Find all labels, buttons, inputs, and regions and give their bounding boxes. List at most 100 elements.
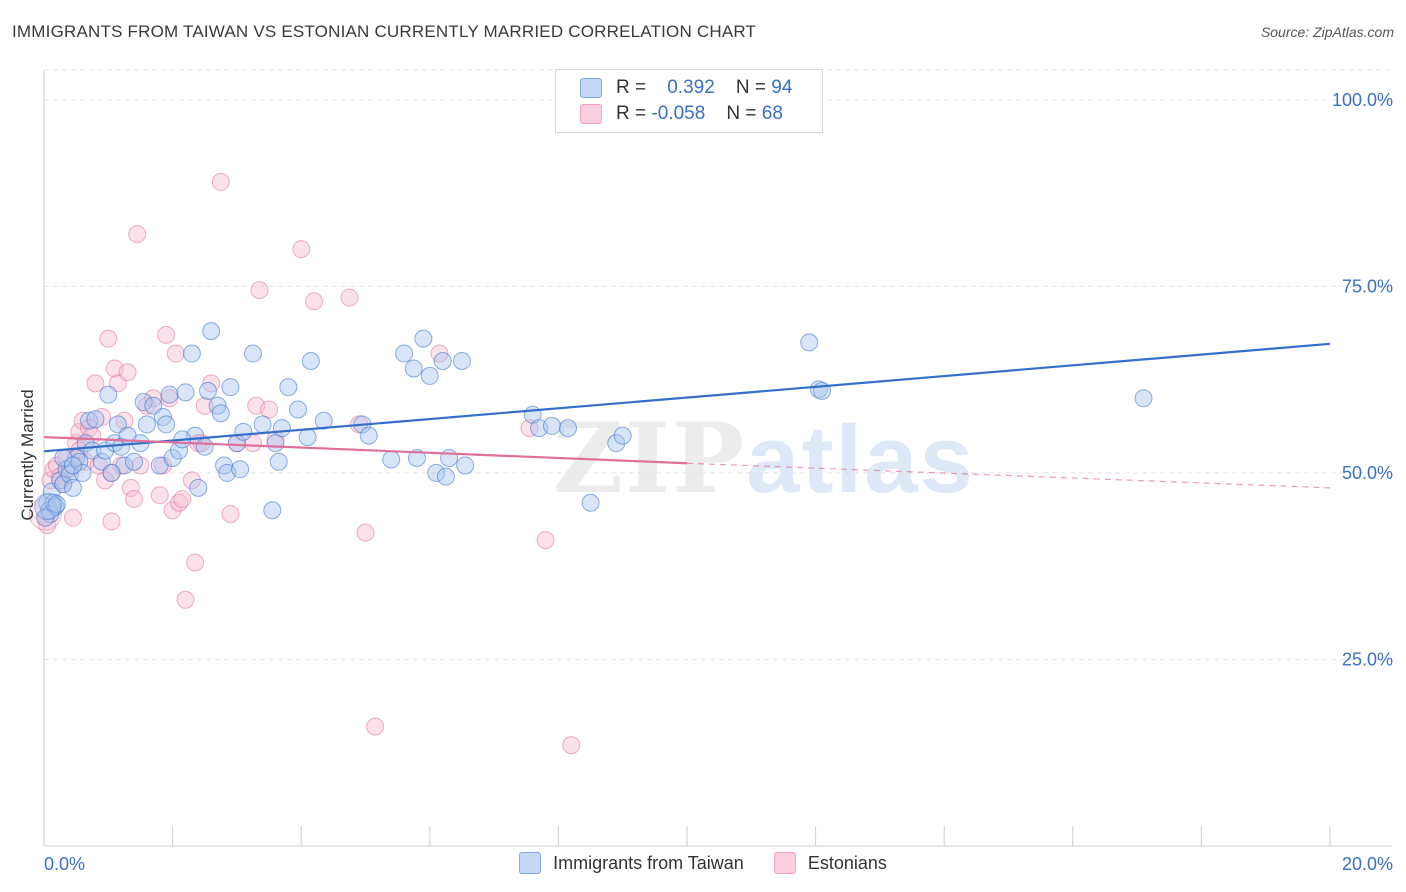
estonians-trend-extension (686, 462, 1331, 489)
taiwan-point (301, 352, 320, 370)
taiwan-point (63, 456, 82, 475)
taiwan-point (34, 493, 62, 520)
estonians-point (121, 478, 140, 497)
taiwan-point (189, 478, 208, 497)
estonians-point (99, 329, 118, 348)
taiwan-points (34, 322, 1153, 527)
y-tick-label: 25.0% (1342, 649, 1393, 669)
taiwan-point (137, 415, 156, 434)
legend-r-value: 0.392 (667, 77, 715, 98)
taiwan-point (47, 495, 66, 514)
taiwan-point (395, 344, 414, 363)
taiwan-point (54, 475, 73, 494)
estonians-point (86, 374, 105, 393)
estonians-point (186, 553, 205, 572)
legend-swatch-estonians (580, 104, 602, 124)
taiwan-point (298, 428, 317, 447)
legend-item-taiwan: Immigrants from Taiwan (519, 852, 744, 874)
estonians-point (340, 288, 359, 307)
estonians-point (305, 292, 324, 311)
taiwan-point (359, 426, 378, 445)
estonians-point (182, 471, 201, 490)
estonians-trend-line (43, 436, 688, 465)
source-attribution: Source: ZipAtlas.com (1260, 24, 1394, 40)
taiwan-point (160, 385, 179, 404)
taiwan-point (407, 449, 426, 467)
taiwan-point (221, 378, 240, 397)
estonians-point (73, 411, 92, 430)
taiwan-point (86, 410, 105, 429)
x-tick-label: 0.0% (44, 854, 85, 874)
y-tick-labels: 25.0% 50.0% 75.0% 100.0% (1332, 90, 1393, 670)
estonians-point (520, 419, 539, 438)
taiwan-point (73, 463, 92, 482)
taiwan-point (420, 366, 439, 385)
taiwan-point (433, 352, 452, 370)
estonians-point (166, 344, 185, 363)
taiwan-point (176, 383, 195, 402)
taiwan-point (404, 359, 423, 378)
estonians-point (125, 490, 144, 509)
taiwan-point (263, 501, 282, 520)
taiwan-point (253, 415, 272, 434)
taiwan-point (63, 478, 82, 497)
estonians-points (28, 172, 581, 755)
estonians-point (176, 590, 195, 609)
taiwan-point (182, 344, 201, 363)
taiwan-point (243, 344, 262, 363)
estonians-point (63, 508, 82, 527)
taiwan-point (452, 352, 471, 370)
legend-swatch-taiwan (580, 78, 602, 98)
estonians-point (356, 523, 375, 542)
axes (43, 70, 1392, 847)
legend-r-value: -0.058 (651, 103, 706, 124)
legend-label-estonians: Estonians (807, 852, 887, 873)
taiwan-point (195, 437, 214, 456)
estonians-point (562, 736, 581, 755)
taiwan-point (157, 415, 176, 434)
estonians-point (157, 325, 176, 344)
taiwan-point (202, 322, 221, 341)
estonians-point (96, 471, 115, 490)
legend-r-label: R = (616, 103, 647, 124)
legend-n-label: N = (726, 103, 757, 124)
taiwan-point (125, 452, 144, 471)
taiwan-point (414, 329, 433, 348)
taiwan-point (211, 404, 230, 423)
taiwan-trend-line (43, 342, 1331, 453)
legend-swatch-taiwan (519, 852, 542, 874)
legend-n-label: N = (735, 77, 767, 98)
estonians-point (195, 396, 214, 415)
legend-swatch-estonians (773, 852, 796, 874)
taiwan-point (112, 437, 131, 456)
taiwan-point (581, 493, 600, 512)
estonians-point (102, 512, 121, 531)
taiwan-point (134, 393, 153, 412)
taiwan-point (288, 400, 307, 419)
series-legend: Immigrants from Taiwan Estonians (0, 852, 1406, 874)
taiwan-point (382, 450, 401, 469)
estonians-point (38, 516, 57, 535)
taiwan-point (559, 419, 578, 438)
estonians-point (173, 490, 192, 509)
watermark-atlas: atlas (746, 406, 975, 513)
estonians-point (150, 486, 169, 505)
trend-lines (43, 342, 1331, 489)
x-tick-labels: 0.0% 20.0% (44, 854, 1393, 874)
taiwan-point (427, 463, 446, 482)
estonians-point (160, 389, 179, 408)
estonians-point (260, 400, 279, 419)
grid-lines (44, 69, 1392, 660)
legend-row-estonians: R = -0.058 N = 68 (580, 103, 783, 125)
taiwan-point (1134, 389, 1153, 408)
estonians-point (128, 225, 147, 244)
taiwan-point (279, 378, 298, 397)
chart-title: IMMIGRANTS FROM TAIWAN VS ESTONIAN CURRE… (12, 22, 757, 41)
legend-row-taiwan: R = 0.392 N = 94 (580, 77, 792, 99)
taiwan-point (102, 463, 121, 482)
y-tick-label: 75.0% (1342, 276, 1393, 296)
y-tick-label: 100.0% (1332, 90, 1393, 110)
correlation-legend: R = 0.392 N = 94 R = -0.058 N = 68 (555, 69, 823, 133)
legend-n-value: 68 (761, 103, 783, 124)
